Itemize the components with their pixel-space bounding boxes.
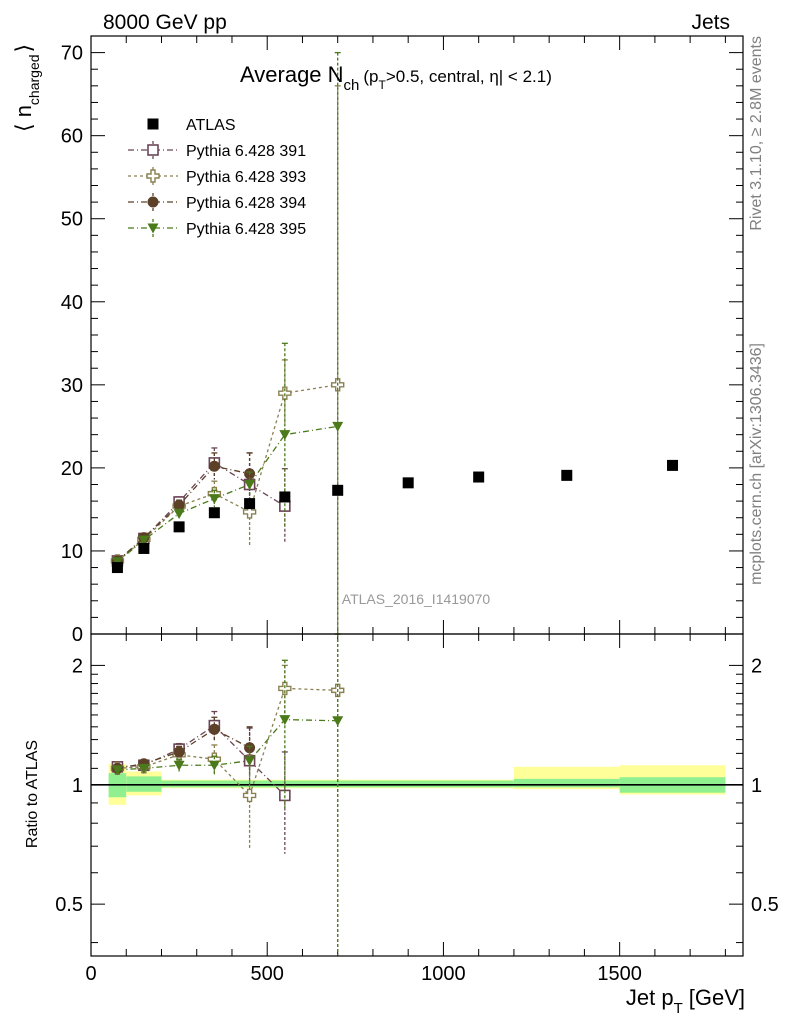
atlas-point bbox=[138, 542, 150, 554]
data-point bbox=[111, 765, 123, 776]
ratio-data-marks bbox=[110, 633, 345, 956]
data-point bbox=[278, 681, 292, 696]
data-point bbox=[173, 746, 185, 758]
atlas-point bbox=[667, 459, 679, 471]
y-tick-label: 0 bbox=[72, 624, 83, 646]
header-left: 8000 GeV pp bbox=[103, 11, 227, 34]
ratio-reference-band bbox=[91, 763, 743, 805]
legend-label: ATLAS bbox=[186, 117, 236, 134]
data-point bbox=[279, 430, 291, 441]
main-axis-ticks: 0 10 20 30 40 50 60 70 bbox=[61, 36, 743, 646]
legend-label: Pythia 6.428 393 bbox=[186, 169, 306, 186]
legend-marker-atlas bbox=[147, 118, 159, 130]
legend-marker bbox=[147, 144, 159, 156]
band-inner bbox=[161, 780, 514, 788]
svg-text:Jet pT[GeV]: Jet pT [GeV] bbox=[626, 985, 745, 1017]
atlas-point bbox=[208, 507, 220, 519]
y-tick-label-right: 0.5 bbox=[751, 894, 779, 916]
data-point bbox=[173, 509, 185, 520]
data-point bbox=[138, 535, 150, 546]
svg-text:⟨ ncharged⟩: ⟨ ncharged⟩ bbox=[11, 44, 42, 132]
x-tick-label: 0 bbox=[85, 963, 96, 985]
atlas-point bbox=[473, 471, 485, 483]
data-point bbox=[278, 386, 292, 400]
data-point bbox=[138, 763, 150, 774]
atlas-point bbox=[332, 484, 344, 496]
y-tick-label: 0.5 bbox=[55, 894, 83, 916]
legend-marker bbox=[147, 196, 159, 208]
y-tick-label-right: 1 bbox=[751, 775, 762, 797]
data-point bbox=[208, 760, 220, 771]
y-tick-label: 70 bbox=[61, 43, 83, 65]
watermark: ATLAS_2016_I1419070 bbox=[342, 591, 491, 607]
x-tick-label: 500 bbox=[251, 963, 284, 985]
y-tick-label: 10 bbox=[61, 541, 83, 563]
svg-text:Average Nch(pT>0.5, central, η: Average Nch (pT>0.5, central, η| < 2.1) bbox=[240, 62, 552, 94]
y-tick-label-right: 2 bbox=[751, 655, 762, 677]
main-panel: 0 10 20 30 40 50 60 70 ATLAS_2016_I1419070 Aver… bbox=[61, 35, 744, 646]
data-point bbox=[332, 421, 344, 432]
side-label-top: Rivet 3.1.10, ≥ 2.8M events bbox=[748, 36, 765, 231]
y-tick-label: 1 bbox=[72, 775, 83, 797]
data-point bbox=[244, 756, 256, 767]
data-point bbox=[242, 788, 257, 803]
x-axis-label: Jet pT [GeV] bbox=[626, 985, 745, 1017]
y-tick-label: 20 bbox=[61, 458, 83, 480]
y-tick-label: 2 bbox=[72, 655, 83, 677]
data-point bbox=[332, 716, 344, 727]
ratio-axis-ticks: 0.5 0.5 1 1 2 2 0 500 1000 1500 bbox=[55, 634, 779, 985]
data-point bbox=[173, 499, 185, 511]
data-point bbox=[279, 715, 291, 726]
x-tick-label: 1500 bbox=[597, 963, 642, 985]
data-point bbox=[173, 760, 185, 771]
legend-label: Pythia 6.428 395 bbox=[186, 221, 306, 238]
x-tick-label: 1000 bbox=[421, 963, 466, 985]
atlas-point bbox=[279, 491, 291, 503]
atlas-point bbox=[561, 469, 573, 481]
data-point bbox=[208, 460, 220, 472]
ratio-panel: 0.5 0.5 1 1 2 2 0 500 1000 1500 bbox=[55, 633, 779, 985]
ratio-frame bbox=[90, 633, 744, 957]
main-title: Average Nch (pT>0.5, central, η| < 2.1) bbox=[240, 62, 552, 94]
header-right: Jets bbox=[691, 11, 730, 34]
atlas-point bbox=[111, 562, 123, 574]
main-ylabel: ⟨ ncharged⟩ bbox=[11, 44, 42, 132]
legend-label: Pythia 6.428 394 bbox=[186, 195, 306, 212]
series-line bbox=[117, 718, 338, 771]
ratio-ylabel: Ratio to ATLAS bbox=[24, 740, 41, 848]
y-tick-label: 40 bbox=[61, 292, 83, 314]
band-inner bbox=[513, 778, 620, 788]
data-point bbox=[244, 480, 256, 490]
legend: ATLAS Pythia 6.428 391 Pythia 6.428 393 Pyt… bbox=[128, 117, 306, 238]
series-395 bbox=[111, 633, 344, 956]
legend-label: Pythia 6.428 391 bbox=[186, 143, 306, 160]
atlas-point bbox=[402, 477, 414, 489]
atlas-point bbox=[173, 521, 185, 533]
y-tick-label: 30 bbox=[61, 375, 83, 397]
main-data-marks bbox=[110, 51, 679, 634]
side-label-bottom: mcplots.cern.ch [arXiv:1306.3436] bbox=[748, 343, 765, 585]
data-point bbox=[208, 723, 220, 735]
data-point bbox=[208, 494, 220, 505]
atlas-point bbox=[244, 498, 256, 510]
legend-marker bbox=[147, 223, 159, 234]
legend-marker bbox=[146, 169, 160, 183]
series-line bbox=[117, 465, 250, 562]
y-tick-label: 50 bbox=[61, 209, 83, 231]
series-line bbox=[117, 728, 250, 769]
y-tick-label: 60 bbox=[61, 126, 83, 148]
data-point bbox=[242, 505, 257, 519]
